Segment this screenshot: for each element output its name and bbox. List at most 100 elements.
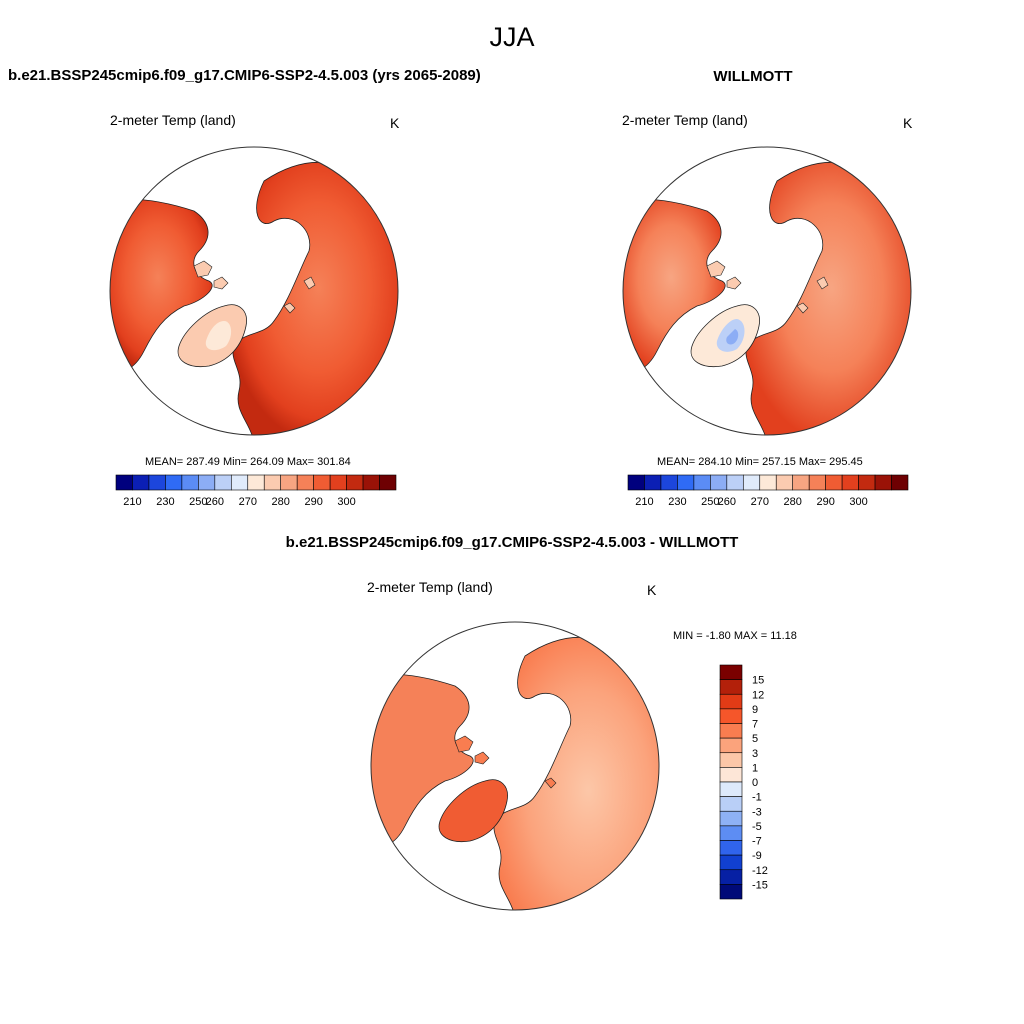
panel-3-variable-label: 2-meter Temp (land) [367,579,493,595]
panel-2-colorbar-tick-label: 250 [701,496,719,508]
panel-2-colorbar-swatch [644,474,662,491]
panel-3-colorbar: 15 12 9 7 5 3 1 0 -1 -3 -5 -7 -9 -12 -15 [719,664,768,900]
panel-3-colorbar-swatch [719,796,743,812]
panel-1-variable-label: 2-meter Temp (land) [110,112,236,128]
panel-3-colorbar-tick-label: 1 [752,762,758,774]
panel-3-colorbar-swatch [719,679,743,695]
panel-1-colorbar-swatch [132,474,150,491]
panel-3-colorbar-tick-label: 3 [752,748,758,760]
panel-2-colorbar-tick-label: 270 [751,496,769,508]
panel-2-colorbar-swatch [677,474,695,491]
panel-1-colorbar-swatch [362,474,380,491]
panel-1-colorbar-swatch [247,474,265,491]
panel-1-colorbar-swatch [379,474,397,491]
map-2-north-america [623,198,726,374]
panel-3-colorbar-tick-label: 9 [752,704,758,716]
panel-2-colorbar-tick-label: 230 [668,496,686,508]
panel-1-colorbar-tick-label: 280 [272,496,290,508]
panel-1-colorbar-tick-label: 230 [156,496,174,508]
panel-2-title: WILLMOTT [713,68,793,85]
panel-3-units-label: K [647,582,657,598]
map-2-polar-plot [622,146,912,436]
panel-2-colorbar-tick-label: 280 [784,496,802,508]
panel-2-colorbar-swatch [693,474,711,491]
panel-3-colorbar-swatch [719,664,743,680]
panel-1-units-label: K [390,115,400,131]
map-3-eurasia [493,636,659,910]
panel-1-colorbar-tick-label: 290 [304,496,322,508]
panel-1-colorbar-swatch [329,474,347,491]
panel-3-colorbar-tick-label: -12 [752,865,768,877]
panel-3-colorbar-swatch [719,752,743,768]
map-1-north-america [110,198,213,374]
panel-1-colorbar-swatch [230,474,249,491]
panel-2-colorbar-tick-label: 260 [718,496,736,508]
panel-3-colorbar-tick-label: -1 [752,792,762,804]
map-3-greenland [438,779,508,843]
panel-2-colorbar-swatch [710,474,728,491]
panel-3-stats: MIN = -1.80 MAX = 11.18 [673,630,797,642]
panel-3-colorbar-tick-label: 7 [752,719,758,731]
panel-3-colorbar-swatch [719,869,743,885]
panel-3-colorbar-tick-label: 15 [752,675,764,687]
panel-2-colorbar-swatch [759,474,777,491]
panel-3-colorbar-swatch [719,767,743,783]
panel-2-variable-label: 2-meter Temp (land) [622,112,748,128]
panel-2-colorbar-swatch [726,474,744,491]
panel-2-colorbar-swatch [874,474,892,491]
panel-1-colorbar-tick-label: 210 [123,496,141,508]
panel-3-colorbar-tick-label: -9 [752,850,762,862]
panel-2-colorbar-swatch [742,474,761,491]
panel-3-colorbar-tick-label: 0 [752,777,758,789]
panel-1-colorbar-swatch [313,474,331,491]
panel-2-colorbar-swatch [660,474,678,491]
panel-3-colorbar-swatch [719,854,743,871]
panel-1-colorbar-swatch [346,474,364,491]
panel-1-colorbar-swatch [280,474,298,491]
panel-3-colorbar-swatch [719,810,743,827]
panel-2-colorbar-swatch [825,474,843,491]
panel-3-colorbar-swatch [719,723,743,739]
panel-1-colorbar-swatch [148,474,166,491]
panel-1-colorbar-tick-label: 260 [206,496,224,508]
panel-1-colorbar-swatch [115,474,133,491]
panel-3-colorbar-swatch [719,884,743,900]
panel-2-colorbar-swatch [858,474,876,491]
panel-2-colorbar-swatch [792,474,810,491]
panel-3-colorbar-tick-label: -5 [752,821,762,833]
panel-2-colorbar-swatch [627,474,645,491]
panel-1-colorbar-swatch [181,474,199,491]
map-3-north-america [371,673,474,849]
page-title: JJA [489,22,535,52]
panel-2-colorbar-swatch [891,474,909,491]
panel-2-colorbar-tick-label: 300 [849,496,867,508]
panel-2-stats: MEAN= 284.10 Min= 257.15 Max= 295.45 [657,456,863,468]
panel-3-colorbar-swatch [719,693,743,710]
panel-2-colorbar-swatch [841,474,859,491]
panel-1-stats: MEAN= 287.49 Min= 264.09 Max= 301.84 [145,456,351,468]
panel-2-colorbar-swatch [775,474,794,491]
panel-2-units-label: K [903,115,913,131]
panel-3-colorbar-tick-label: -3 [752,806,762,818]
panel-1-colorbar-tick-label: 300 [337,496,355,508]
panel-1-colorbar-swatch [263,474,282,491]
map-1-eurasia [232,161,398,435]
panel-2-colorbar-swatch [808,474,826,491]
panel-3-title: b.e21.BSSP245cmip6.f09_g17.CMIP6-SSP2-4.… [285,534,739,551]
panel-1-colorbar-swatch [198,474,216,491]
panel-3-colorbar-swatch [719,825,743,841]
panel-3-colorbar-tick-label: 12 [752,689,764,701]
panel-3-colorbar-swatch [719,708,743,724]
panel-3-colorbar-tick-label: 5 [752,733,758,745]
panel-1-colorbar-swatch [165,474,183,491]
panel-3-colorbar-swatch [719,781,743,797]
panel-3-colorbar-swatch [719,840,743,856]
map-1-polar-plot [109,146,399,436]
panel-2-colorbar-tick-label: 290 [816,496,834,508]
panel-1-colorbar-tick-label: 250 [189,496,207,508]
panel-1-title: b.e21.BSSP245cmip6.f09_g17.CMIP6-SSP2-4.… [8,67,481,84]
panel-3-colorbar-tick-label: -7 [752,836,762,848]
